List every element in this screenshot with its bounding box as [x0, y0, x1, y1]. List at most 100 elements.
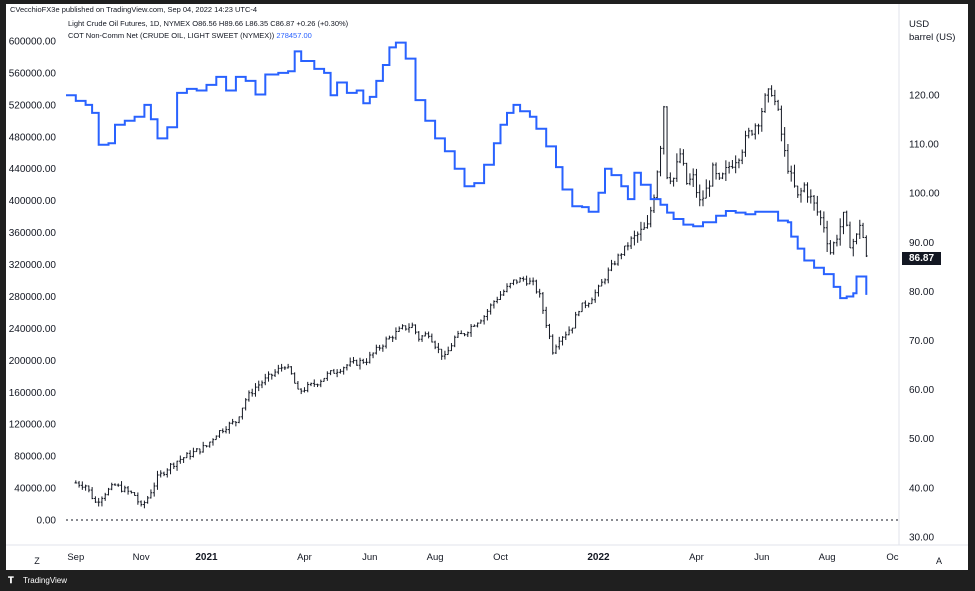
price-bar [329, 370, 332, 376]
price-bar [211, 438, 215, 446]
auto-scale-button[interactable]: A [935, 556, 942, 566]
price-bar [731, 160, 734, 169]
price-bar [633, 230, 636, 246]
x-axis-tick-label: Jun [754, 552, 769, 563]
price-bar [548, 323, 551, 340]
price-bar [267, 371, 270, 382]
price-bar [277, 364, 280, 375]
left-axis-tick-label: 520000.00 [9, 100, 57, 111]
price-bar [623, 245, 626, 256]
price-bar [616, 253, 620, 266]
price-bar [97, 497, 100, 507]
price-bar [130, 490, 133, 494]
price-bar [358, 357, 362, 370]
price-bar [708, 180, 711, 197]
price-bar [139, 500, 143, 507]
left-axis-tick-label: 0.00 [37, 516, 57, 527]
price-legend-ohlc: O86.56 H89.66 L86.35 C86.87 +0.26 (+0.30… [192, 19, 349, 28]
price-bar [384, 336, 388, 349]
price-bar [574, 311, 577, 329]
price-bar [499, 291, 502, 301]
price-bar [463, 333, 466, 337]
x-axis-tick-label: Sep [67, 552, 84, 563]
price-bar [535, 279, 538, 294]
cot-legend[interactable]: COT Non-Comm Net (CRUDE OIL, LIGHT SWEET… [68, 31, 312, 40]
price-bar [165, 468, 169, 478]
price-bar [231, 418, 234, 425]
price-bar [345, 364, 349, 371]
price-bar [459, 330, 463, 335]
price-bar [711, 162, 715, 187]
price-bar [600, 279, 604, 287]
price-series [74, 85, 868, 509]
price-bar [303, 387, 306, 393]
price-bar [257, 380, 261, 392]
price-bar [241, 407, 244, 420]
timezone-button[interactable]: Z [34, 556, 40, 566]
price-bar [727, 161, 731, 174]
x-axis-tick-label: 2021 [195, 552, 218, 563]
x-axis-tick-label: Apr [689, 552, 704, 563]
price-bar [326, 371, 329, 381]
price-bar [437, 342, 440, 354]
price-bar [401, 324, 404, 330]
x-axis-tick-label: Nov [133, 552, 150, 563]
price-bar [812, 195, 816, 211]
left-axis-tick-label: 560000.00 [9, 68, 57, 79]
right-axis: 120.00 110.00 100.00 90.00 80.00 70.00 60.00 50… [909, 91, 940, 544]
price-bar [397, 326, 401, 333]
price-bar [270, 373, 274, 380]
price-bar [678, 148, 682, 164]
price-bar [789, 165, 793, 182]
price-bar [185, 452, 189, 459]
price-bar [224, 426, 228, 434]
price-bar [162, 471, 166, 477]
price-bar [280, 363, 283, 372]
price-bar [74, 480, 78, 484]
x-axis-tick-label: Apr [297, 552, 312, 563]
price-bar [835, 234, 839, 247]
left-axis-tick-label: 80000.00 [14, 452, 56, 463]
price-bar [593, 289, 597, 303]
price-bar [816, 195, 819, 216]
price-bar [770, 85, 773, 97]
price-bar [649, 206, 653, 228]
price-bar [113, 483, 117, 486]
price-bar [525, 275, 528, 286]
price-bar [443, 350, 447, 360]
price-bar [636, 231, 639, 243]
price-bar [642, 222, 646, 230]
price-bar [554, 344, 558, 354]
x-axis-tick-label: Jun [362, 552, 377, 563]
price-bar [851, 238, 855, 257]
price-bar [646, 215, 649, 229]
right-axis-tick-label: 30.00 [909, 532, 934, 543]
price-bar [116, 483, 120, 487]
price-bar [561, 336, 564, 346]
price-bar [283, 366, 287, 370]
left-axis-tick-label: 40000.00 [14, 484, 56, 495]
price-bar [149, 489, 153, 499]
price-bar [802, 182, 806, 193]
right-axis-tick-label: 100.00 [909, 189, 940, 200]
price-bar [473, 324, 476, 327]
price-bar [861, 222, 865, 239]
price-bar [424, 331, 427, 337]
chart-canvas[interactable]: 600000.00 560000.00 520000.00 480000.00 4400… [6, 4, 968, 570]
x-axis-tick-label: Aug [427, 552, 444, 563]
price-bar [87, 485, 91, 493]
price-bar [544, 306, 548, 328]
x-axis-tick-label: Aug [819, 552, 836, 563]
price-bar [610, 259, 613, 272]
price-bar [786, 144, 790, 174]
price-bar [780, 105, 783, 142]
price-bar [450, 343, 453, 352]
price-bar [195, 448, 198, 453]
price-bar [698, 184, 702, 207]
left-axis-tick-label: 440000.00 [9, 164, 57, 175]
price-legend[interactable]: Light Crude Oil Futures, 1D, NYMEX O86.5… [68, 19, 348, 28]
price-bar [505, 283, 509, 293]
price-bar [361, 358, 365, 364]
price-bar [260, 380, 264, 389]
price-bar [247, 390, 251, 402]
